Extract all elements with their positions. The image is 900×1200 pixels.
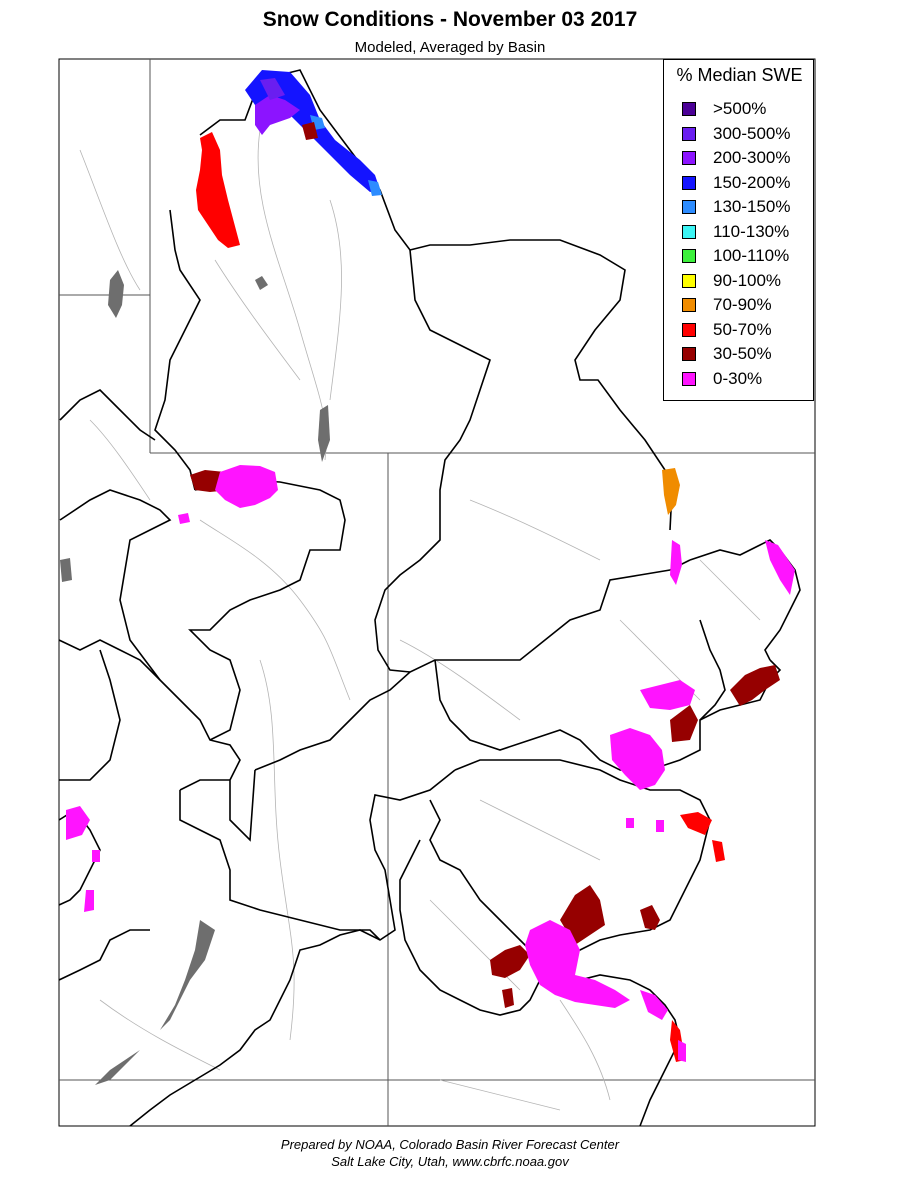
legend-swatch [682, 273, 696, 288]
legend-label: 0-30% [713, 368, 763, 388]
lakes [60, 270, 330, 1085]
legend-item: 150-200% [682, 171, 791, 196]
legend-label: 100-110% [713, 246, 790, 266]
legend-swatch [682, 224, 696, 239]
legend-item: 100-110% [682, 244, 791, 269]
swe-200-300-patches [255, 95, 300, 135]
legend-label: 30-50% [713, 344, 772, 364]
legend-item: 200-300% [682, 146, 791, 171]
legend-label: 150-200% [713, 172, 791, 192]
legend-swatch [682, 151, 696, 166]
legend-item: 110-130% [682, 220, 791, 245]
swe-300-500-patches [260, 78, 285, 100]
legend-item: 130-150% [682, 195, 791, 220]
legend-label: 50-70% [713, 319, 772, 339]
legend-item: 300-500% [682, 122, 791, 147]
legend-items: >500% 300-500% 200-300% 150-200% 130-150% 110… [682, 97, 791, 391]
swe-70-90-patches [662, 468, 680, 515]
legend-swatch [682, 102, 696, 117]
legend-swatch [682, 347, 696, 362]
legend-item: 90-100% [682, 269, 791, 294]
legend-swatch [682, 371, 696, 386]
map-legend: % Median SWE >500% 300-500% 200-300% 150-20… [663, 59, 814, 401]
legend-title: % Median SWE [676, 65, 803, 85]
legend-label: 300-500% [713, 123, 791, 143]
legend-label: 200-300% [713, 148, 791, 168]
legend-swatch [682, 249, 696, 264]
legend-item: 50-70% [682, 318, 791, 343]
legend-swatch [682, 175, 696, 190]
legend-item: 0-30% [682, 367, 791, 392]
legend-item: >500% [682, 97, 791, 122]
map-subtitle: Modeled, Averaged by Basin [354, 39, 546, 56]
map-title: Snow Conditions - November 03 2017 [262, 8, 638, 31]
legend-label: 130-150% [713, 197, 791, 217]
legend-swatch [682, 322, 696, 337]
legend-label: 90-100% [713, 270, 782, 290]
legend-item: 30-50% [682, 342, 791, 367]
legend-item: 70-90% [682, 293, 791, 318]
legend-label: 70-90% [713, 295, 772, 315]
footer-credit-line: Prepared by NOAA, Colorado Basin River F… [280, 1137, 620, 1152]
state-boundaries [59, 59, 815, 1126]
legend-label: 110-130% [713, 221, 790, 241]
legend-swatch [682, 200, 696, 215]
legend-swatch [682, 298, 696, 313]
legend-label: >500% [713, 99, 767, 119]
swe-0-30-patches [66, 465, 795, 1062]
footer-location-line: Salt Lake City, Utah, www.cbrfc.noaa.gov [331, 1154, 569, 1169]
legend-swatch [682, 126, 696, 141]
